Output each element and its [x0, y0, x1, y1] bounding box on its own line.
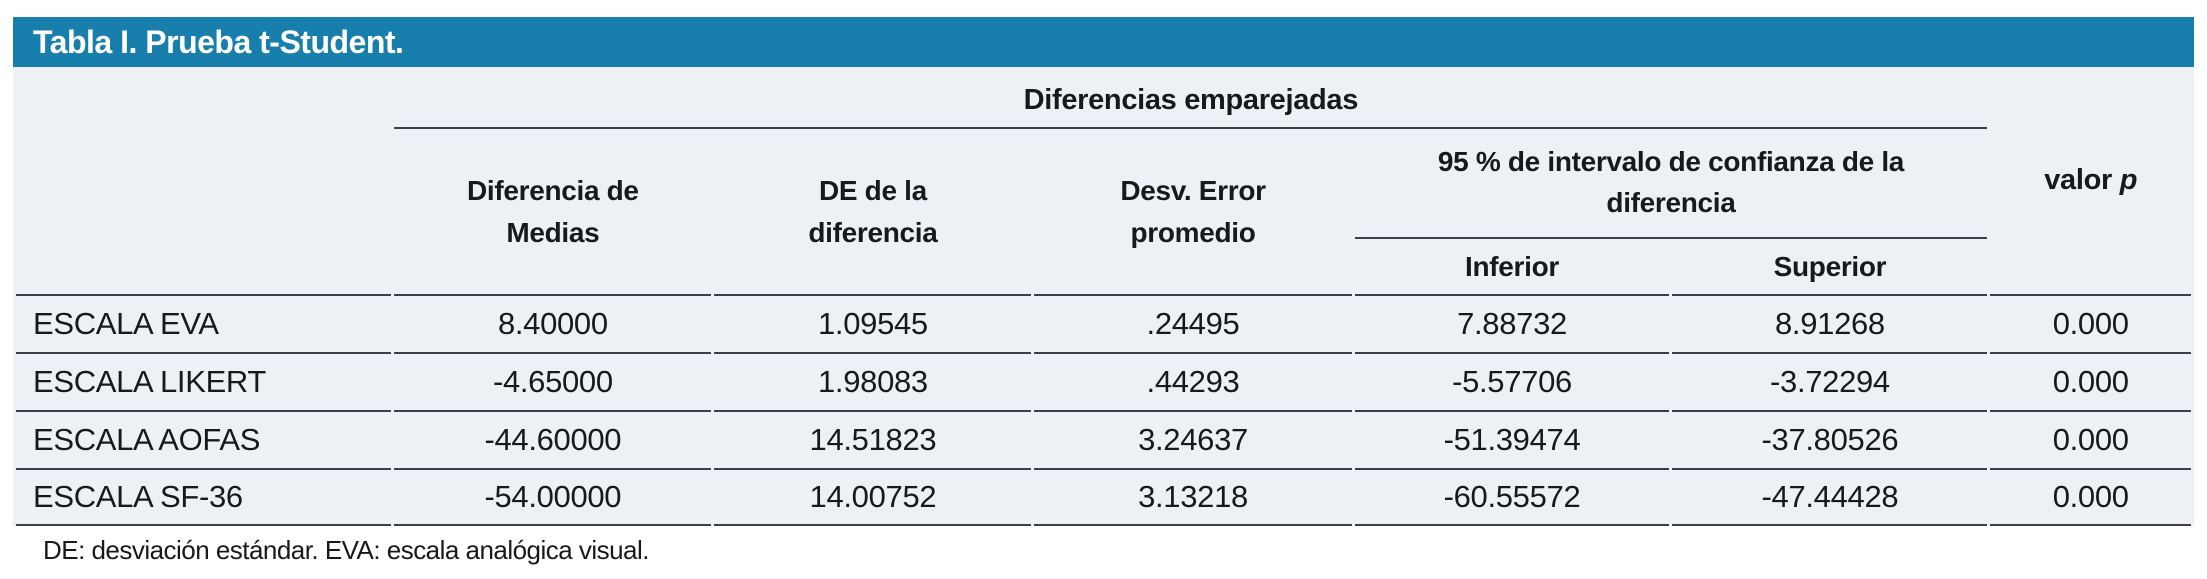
p-value-symbol: p: [2119, 164, 2138, 196]
value-cell: -5.57706: [1354, 352, 1670, 410]
table-title: Tabla I. Prueba t-Student.: [33, 23, 404, 60]
table-row-escala-sf36: ESCALA SF-36 -54.00000 14.00752 3.13218 …: [16, 468, 2191, 526]
group-header-row: Diferencias emparejadas valor p: [16, 67, 2191, 196]
header-line: diferencia: [808, 216, 938, 248]
group-header-paired-differences: Diferencias emparejadas: [394, 67, 1988, 129]
header-line: Medias: [506, 216, 600, 248]
value-cell: -54.00000: [394, 468, 712, 526]
table-row-escala-likert: ESCALA LIKERT -4.65000 1.98083 .44293 -5…: [16, 352, 2191, 410]
row-label: ESCALA LIKERT: [16, 352, 392, 410]
column-header-std-error: Desv. Error promedio: [1034, 129, 1351, 294]
p-value-label: valor: [2044, 164, 2112, 196]
value-cell: -51.39474: [1354, 410, 1670, 468]
column-header-row: Diferencia de Medias DE de la diferencia…: [16, 129, 2191, 248]
value-cell: 1.09545: [714, 294, 1032, 352]
header-line: Desv. Error: [1120, 174, 1266, 206]
ci-subheader-row: Inferior Superior: [16, 239, 2191, 294]
value-cell: 3.13218: [1034, 468, 1352, 526]
column-header-p-value: valor p: [1990, 67, 2191, 294]
value-cell: 8.40000: [394, 294, 712, 352]
row-label: ESCALA AOFAS: [16, 410, 392, 468]
value-cell: -4.65000: [394, 352, 712, 410]
header-line: Diferencia de: [467, 174, 639, 206]
value-cell: 14.51823: [714, 410, 1032, 468]
header-line: promedio: [1130, 216, 1256, 248]
value-cell: 0.000: [1990, 294, 2191, 352]
header-line: diferencia: [1606, 187, 1736, 218]
value-cell: 0.000: [1990, 468, 2191, 526]
value-cell: 14.00752: [714, 468, 1032, 526]
value-cell: 1.98083: [714, 352, 1032, 410]
value-cell: -44.60000: [394, 410, 712, 468]
value-cell: -60.55572: [1354, 468, 1670, 526]
table-row-escala-eva: ESCALA EVA 8.40000 1.09545 .24495 7.8873…: [16, 294, 2191, 352]
value-cell: 8.91268: [1672, 294, 1988, 352]
value-cell: 0.000: [1990, 352, 2191, 410]
value-cell: -37.80526: [1672, 410, 1988, 468]
value-cell: 3.24637: [1034, 410, 1352, 468]
subheader-lower: Inferior: [1465, 250, 1559, 282]
table-figure: Tabla I. Prueba t-Student. Diferencias e…: [13, 17, 2194, 566]
row-label: ESCALA SF-36: [16, 468, 392, 526]
table-title-bar: Tabla I. Prueba t-Student.: [13, 17, 2194, 67]
value-cell: -3.72294: [1672, 352, 1988, 410]
header-line: 95 % de intervalo de confianza de la: [1437, 146, 1905, 178]
row-label: ESCALA EVA: [16, 294, 392, 352]
subheader-upper: Superior: [1773, 250, 1887, 282]
value-cell: .24495: [1034, 294, 1352, 352]
table-row-escala-aofas: ESCALA AOFAS -44.60000 14.51823 3.24637 …: [16, 410, 2191, 468]
column-header-mean-difference: Diferencia de Medias: [394, 129, 711, 294]
corner-empty-cell: [16, 67, 391, 294]
t-student-table: Diferencias emparejadas valor p Diferenc…: [13, 67, 2194, 526]
table-footnote: DE: desviación estándar. EVA: escala ana…: [13, 526, 2194, 566]
value-cell: .44293: [1034, 352, 1352, 410]
column-header-confidence-interval: 95 % de intervalo de confianza de la dif…: [1354, 129, 1988, 239]
value-cell: 7.88732: [1354, 294, 1670, 352]
value-cell: -47.44428: [1672, 468, 1988, 526]
column-header-sd-difference: DE de la diferencia: [714, 129, 1031, 294]
value-cell: 0.000: [1990, 410, 2191, 468]
header-line: DE de la: [818, 174, 927, 206]
